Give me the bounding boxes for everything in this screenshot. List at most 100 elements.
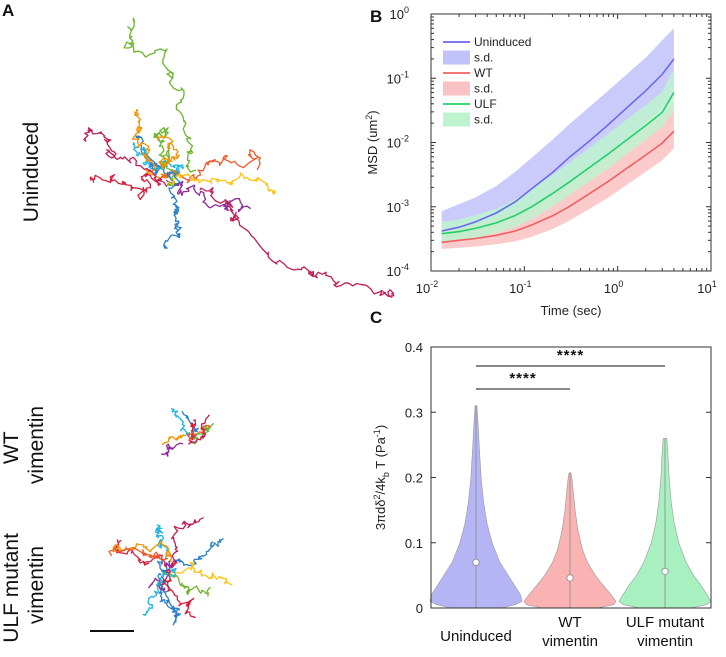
y-axis-label-part: -1 (372, 429, 382, 437)
y-tick-label: 0.1 (405, 536, 423, 551)
y-axis-label: MSD (um2) (364, 110, 380, 174)
x-tick-exp: 0 (618, 279, 623, 289)
y-axis-label-part: 3πdδ (373, 500, 388, 531)
ulf-track-10 (142, 567, 177, 616)
y-tick-label: 10-2 (387, 134, 409, 151)
msd-line-uninduced (441, 58, 675, 232)
category-label-line: WT (558, 614, 581, 631)
legend-box-swatch (443, 81, 470, 96)
category-label-wt: WT vimentin (542, 614, 598, 650)
y-tick-label: 100 (390, 5, 409, 22)
x-tick-base: 10 (604, 281, 618, 296)
x-tick-label: 10-1 (509, 279, 531, 296)
msd-line-ulf (441, 92, 675, 235)
ulf-track-3 (112, 540, 173, 563)
y-axis-label-part: 2 (372, 494, 382, 499)
row-label-ulf: ULF mutant vimentin (0, 527, 48, 643)
panel-b-letter: B (370, 7, 382, 26)
wt-track-6 (192, 422, 215, 445)
median-dot-wt (566, 574, 574, 582)
y-tick-label: 0.4 (405, 340, 423, 355)
legend-box-swatch (443, 112, 470, 127)
x-tick-label: 100 (604, 279, 623, 296)
y-tick-label: 0 (416, 601, 423, 616)
wt-track-2 (189, 419, 197, 442)
legend-label: s.d. (474, 113, 493, 127)
x-tick-base: 10 (697, 281, 711, 296)
y-axis-label: 3πdδ2/4kb T (Pa-1) (372, 425, 391, 530)
y-axis-label-part: /4k (373, 477, 388, 495)
uninduced-track-9 (162, 171, 182, 250)
ulf-track-11 (162, 568, 196, 619)
sd-band-uninduced (441, 28, 674, 239)
legend-label: ULF (474, 97, 497, 111)
wt-track-3 (162, 434, 186, 446)
legend-label: WT (474, 66, 493, 80)
y-tick-base: 10 (390, 7, 404, 22)
uninduced-track-8 (167, 172, 276, 195)
y-axis-label-sup: 2 (364, 115, 374, 120)
ulf-track-2 (115, 539, 169, 567)
row-label-wt-line-2: vimentin (25, 406, 48, 484)
y-axis-label-part: ) (373, 425, 388, 429)
significance-label: **** (509, 370, 536, 387)
uninduced-track-5 (165, 179, 251, 213)
median-dot-uninduced (472, 558, 480, 566)
y-axis-label-part: MSD (um (365, 120, 380, 175)
legend-label: Uninduced (474, 35, 531, 49)
ulf-track-6 (160, 570, 211, 597)
msd-line-wt (441, 130, 675, 244)
tracks-ulf (108, 517, 233, 626)
wt-track-0 (181, 410, 199, 441)
x-axis-label: Time (sec) (541, 303, 602, 318)
ulf-track-9 (156, 560, 180, 624)
ulf-track-tail (157, 573, 182, 626)
legend-label: s.d. (474, 82, 493, 96)
y-tick-exp: -4 (401, 262, 409, 272)
x-tick-label: 101 (697, 279, 716, 296)
legend-label: s.d. (474, 51, 493, 65)
category-label-line: Uninduced (440, 628, 512, 645)
category-label-ulf: ULF mutant vimentin (626, 614, 705, 650)
y-tick-label: 10-4 (387, 262, 409, 279)
x-tick-exp: 1 (712, 279, 717, 289)
y-axis-label-part: ) (365, 110, 380, 114)
median-dot-ulf (661, 567, 669, 576)
y-tick-base: 10 (387, 264, 401, 279)
ulf-track-4 (108, 546, 169, 562)
category-label-line: vimentin (542, 633, 598, 650)
row-label-ulf-line-1: ULF mutant (0, 533, 23, 643)
panel-a: A Uninduced WT vimentin ULF mutant vimen… (0, 1, 395, 643)
uninduced-track-crimson (199, 187, 395, 299)
category-label-line: ULF mutant (626, 614, 705, 631)
row-label-ulf-line-2: vimentin (25, 546, 48, 624)
y-axis-label-part: b (381, 472, 391, 477)
wt-track-1 (170, 407, 191, 438)
ulf-track-7 (170, 517, 204, 569)
row-label-wt-line-1: WT (0, 431, 23, 464)
legend-box-swatch (443, 50, 470, 65)
ulf-track-8 (171, 561, 233, 586)
y-tick-label: 10-1 (387, 69, 409, 86)
tracks-wt (160, 407, 215, 457)
significance-label: **** (557, 347, 584, 364)
x-tick-exp: -1 (524, 279, 532, 289)
category-label-uninduced: Uninduced (440, 628, 512, 645)
tracks-uninduced (83, 17, 395, 299)
x-tick-exp: -2 (430, 279, 438, 289)
wt-track-5 (160, 442, 184, 457)
y-tick-exp: -1 (401, 69, 409, 79)
row-label-wt: WT vimentin (0, 406, 48, 484)
y-tick-base: 10 (387, 136, 401, 151)
uninduced-track-green (123, 17, 197, 173)
uninduced-track-2 (89, 172, 167, 201)
uninduced-track-orange (157, 134, 180, 170)
y-tick-label: 0.2 (405, 471, 423, 486)
x-tick-base: 10 (416, 281, 430, 296)
category-label-line: vimentin (637, 633, 693, 650)
